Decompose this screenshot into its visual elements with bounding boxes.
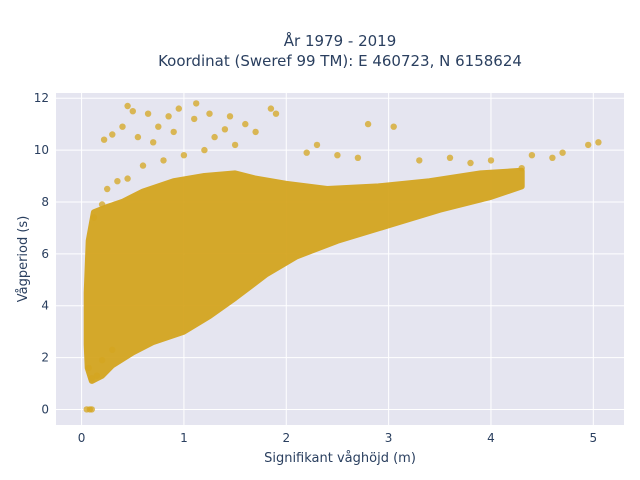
scatter-point [160, 157, 167, 164]
scatter-point [175, 105, 182, 112]
scatter-point [119, 123, 126, 130]
scatter-point [129, 108, 136, 115]
scatter-point [267, 105, 275, 112]
y-tick-label: 8 [41, 195, 49, 209]
scatter-point [487, 157, 495, 164]
scatter-point [100, 136, 108, 143]
y-tick-label: 10 [34, 143, 49, 157]
scatter-point [124, 175, 131, 182]
scatter-point [528, 152, 536, 159]
scatter-point [231, 141, 239, 149]
scatter-point [150, 139, 157, 146]
scatter-points [83, 100, 602, 413]
scatter-point [303, 149, 310, 156]
scatter-density-cloud [83, 167, 525, 384]
scatter-point [334, 152, 341, 159]
scatter-point [124, 102, 131, 110]
scatter-point [139, 162, 147, 169]
scatter-point [193, 100, 200, 107]
scatter-point [313, 141, 321, 149]
scatter-point [114, 178, 121, 185]
scatter-point [206, 110, 213, 117]
scatter-point [88, 406, 96, 413]
scatter-point [390, 123, 397, 130]
y-tick-label: 2 [41, 351, 49, 365]
scatter-point [88, 375, 96, 382]
y-tick-label: 0 [41, 402, 49, 416]
scatter-cloud-region [83, 167, 525, 384]
x-tick-label: 1 [180, 431, 188, 445]
scatter-point [272, 110, 280, 117]
scatter-point [98, 357, 106, 364]
scatter-point [446, 154, 454, 161]
scatter-point [585, 141, 592, 149]
x-tick-label: 5 [589, 431, 597, 445]
y-axis-title: Vågperiod (s) [16, 216, 31, 303]
x-tick-label: 4 [487, 431, 495, 445]
y-tick-label: 4 [41, 299, 49, 313]
x-tick-label: 0 [78, 431, 86, 445]
scatter-point [134, 133, 142, 141]
scatter-point [221, 126, 229, 133]
scatter-point [252, 128, 259, 136]
scatter-point [211, 133, 218, 141]
x-tick-label: 3 [385, 431, 393, 445]
scatter-point [90, 214, 98, 221]
scatter-point [98, 201, 106, 208]
scatter-point [109, 131, 116, 138]
scatter-point [104, 185, 111, 193]
scatter-point [165, 113, 172, 120]
scatter-point [242, 120, 249, 128]
scatter-point [109, 346, 116, 353]
x-axis-title: Signifikant våghöjd (m) [264, 451, 416, 466]
scatter-point [155, 123, 162, 130]
scatter-point [93, 372, 101, 379]
scatter-point [180, 152, 188, 159]
scatter-point [354, 154, 362, 161]
scatter-point [467, 159, 474, 167]
scatter-point [85, 364, 92, 372]
scatter-point [559, 149, 566, 156]
y-tick-label: 6 [41, 247, 49, 261]
scatter-point [226, 113, 234, 120]
scatter-point [416, 157, 423, 164]
scatter-point [549, 154, 556, 161]
scatter-point [364, 120, 372, 128]
y-tick-label: 12 [34, 91, 49, 105]
scatter-point [518, 165, 525, 172]
chart-title-line-1: År 1979 - 2019 [284, 31, 397, 50]
scatter-point [144, 110, 152, 117]
scatter-point [170, 128, 177, 136]
scatter-point [595, 139, 602, 146]
x-tick-label: 2 [282, 431, 290, 445]
chart-title-line-2: Koordinat (Sweref 99 TM): E 460723, N 61… [158, 52, 522, 70]
scatter-point [191, 115, 198, 123]
scatter-point [201, 146, 208, 154]
